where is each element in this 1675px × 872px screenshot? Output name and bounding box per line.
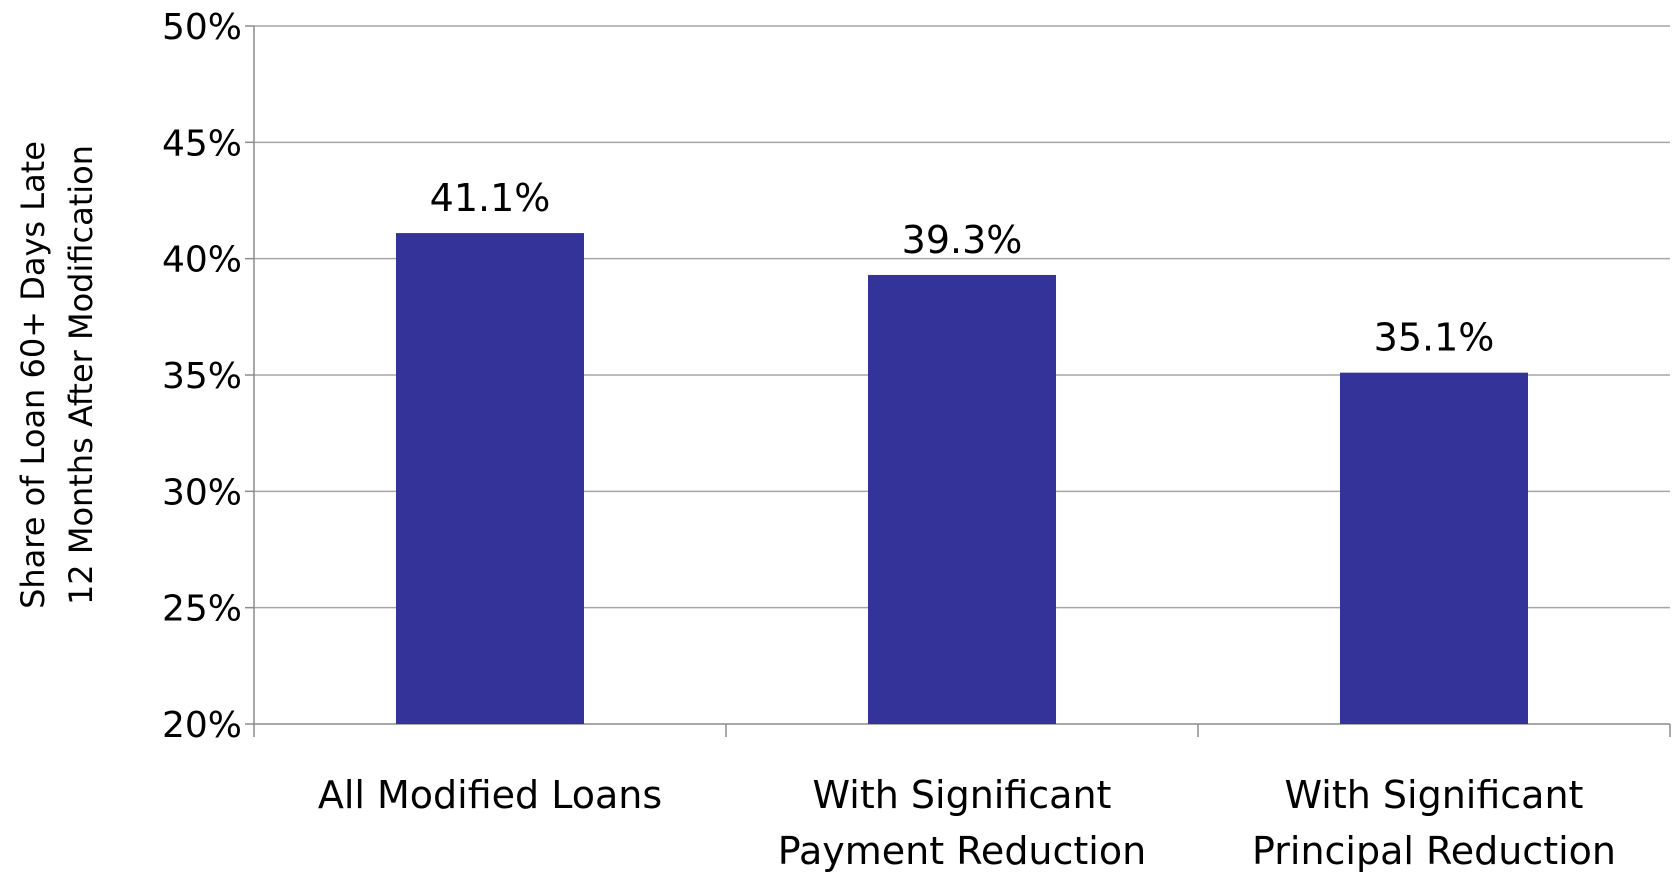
y-tick-label: 50% xyxy=(162,7,242,48)
y-tick-label: 35% xyxy=(162,356,242,397)
y-tick-label: 40% xyxy=(162,240,242,281)
x-category-label: Payment Reduction xyxy=(778,829,1146,872)
data-label: 41.1% xyxy=(430,176,551,220)
x-category-label: With Significant xyxy=(1285,773,1584,817)
data-label: 39.3% xyxy=(902,218,1023,262)
x-category-label: All Modified Loans xyxy=(318,773,662,817)
bars xyxy=(396,233,1528,724)
bar xyxy=(396,233,584,724)
y-tick-label: 30% xyxy=(162,472,242,513)
bar xyxy=(1340,372,1528,724)
y-axis-title: 12 Months After Modification xyxy=(62,145,100,605)
y-tick-label: 20% xyxy=(162,705,242,746)
y-axis-title: Share of Loan 60+ Days Late xyxy=(14,141,52,609)
labels: 20% 25% 30% 35% 40% 45% 50% 41.1% All Modified L… xyxy=(14,7,1616,872)
bar xyxy=(868,274,1056,724)
x-category-label: With Significant xyxy=(813,773,1112,817)
data-label: 35.1% xyxy=(1374,316,1495,360)
x-category-label: Principal Reduction xyxy=(1252,829,1616,872)
y-tick-label: 25% xyxy=(162,589,242,630)
y-tick-label: 45% xyxy=(162,123,242,164)
